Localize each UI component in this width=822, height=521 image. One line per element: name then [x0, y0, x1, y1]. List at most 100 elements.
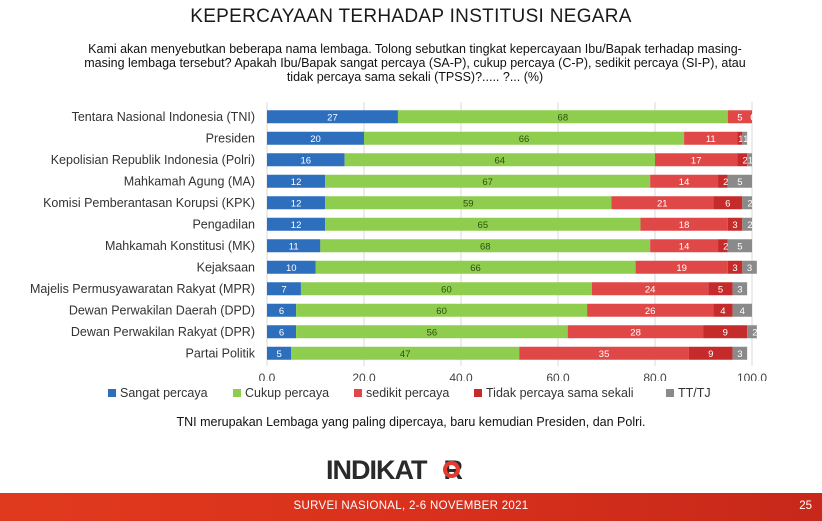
data-label: 2: [743, 155, 748, 166]
data-label: 1: [738, 134, 743, 145]
data-label: 20: [310, 134, 321, 145]
bar-segment: [727, 174, 752, 188]
logo-text: INDIKAT R: [326, 455, 463, 485]
bar-segment: [713, 196, 743, 210]
page-title: KEPERCAYAAN TERHADAP INSTITUSI NEGARA: [190, 6, 632, 27]
bar-segment: [267, 153, 345, 167]
footer-bar: SURVEI NASIONAL, 2-6 NOVEMBER 2021 25: [0, 493, 822, 521]
bar-segment: [737, 131, 743, 145]
x-tick-label: 20.0: [352, 371, 376, 381]
legend-item: Sangat percaya: [108, 386, 208, 400]
data-label: 19: [676, 263, 687, 274]
bar-segment: [742, 260, 757, 274]
category-label: Pengadilan: [192, 217, 255, 231]
bar-segment: [267, 325, 297, 339]
bar-segment: [727, 260, 743, 274]
data-label: 4: [720, 306, 725, 317]
category-label: Partai Politik: [186, 346, 256, 360]
bar-segment: [267, 196, 326, 210]
bar-segment: [655, 153, 738, 167]
data-label: 66: [470, 263, 481, 274]
data-label: 0: [750, 112, 755, 123]
category-label: Kepolisian Republik Indonesia (Polri): [51, 153, 255, 167]
data-label: 64: [495, 155, 506, 166]
bar-segment: [737, 153, 748, 167]
data-label: 9: [723, 327, 728, 338]
data-label: 28: [630, 327, 641, 338]
category-label: Majelis Permusyawaratan Rakyat (MPR): [30, 282, 255, 296]
bar-segment: [267, 174, 326, 188]
data-label: 60: [441, 284, 452, 295]
bar-segment: [732, 303, 752, 317]
data-label: 5: [718, 284, 723, 295]
bar-segment: [650, 174, 719, 188]
data-label: 11: [706, 134, 716, 145]
data-label: 5: [276, 349, 281, 360]
legend-item: Cukup percaya: [233, 386, 329, 400]
data-label: 2: [752, 327, 757, 338]
bar-segment: [300, 282, 592, 296]
bar-segment: [587, 303, 714, 317]
bar-segment: [267, 239, 321, 253]
bar-segment: [567, 325, 704, 339]
data-label: 60: [436, 306, 447, 317]
category-label: Kejaksaan: [197, 260, 255, 274]
bar-segment: [732, 282, 748, 296]
data-label: 6: [279, 306, 284, 317]
legend-label: Cukup percaya: [245, 386, 330, 400]
data-label: 68: [558, 112, 569, 123]
bar-segment: [267, 131, 364, 145]
survey-question: Kami akan menyebutkan beberapa nama lemb…: [84, 42, 746, 84]
legend-swatch: [108, 389, 116, 397]
bar-segment: [364, 131, 685, 145]
data-label: 65: [478, 220, 489, 231]
bar-segment: [325, 196, 612, 210]
bar-segment: [320, 239, 651, 253]
bar-segment: [344, 153, 655, 167]
data-label: 0: [750, 112, 755, 123]
data-label: 2: [747, 220, 752, 231]
bar-segment: [688, 346, 733, 360]
bar-segment: [519, 346, 689, 360]
data-label: 16: [301, 155, 312, 166]
data-label: 59: [463, 198, 474, 209]
bar-segment: [267, 282, 301, 296]
category-label: Tentara Nasional Indonesia (TNI): [72, 110, 255, 124]
bar-segment: [591, 282, 709, 296]
bar-segment: [640, 217, 728, 231]
bar-segment: [713, 303, 733, 317]
bar-segment: [727, 217, 743, 231]
page-number: 25: [799, 500, 812, 512]
legend-swatch: [666, 389, 674, 397]
data-label: 66: [519, 134, 530, 145]
bar-segment: [747, 325, 757, 339]
data-label: 26: [645, 306, 656, 317]
conclusion-text: TNI merupakan Lembaga yang paling diperc…: [176, 415, 646, 429]
legend-label: sedikit percaya: [366, 386, 450, 400]
data-label: 14: [679, 241, 690, 252]
data-label: 47: [400, 349, 411, 360]
data-label: 35: [599, 349, 610, 360]
bar-segment: [650, 239, 719, 253]
data-label: 6: [725, 198, 730, 209]
logo: INDIKAT R: [0, 455, 822, 487]
data-label: 21: [657, 198, 668, 209]
bar-segment: [727, 110, 752, 124]
bar-segment: [325, 217, 641, 231]
data-label: 27: [327, 112, 338, 123]
data-label: 5: [737, 112, 742, 123]
data-label: 5: [737, 177, 742, 188]
legend-swatch: [354, 389, 362, 397]
category-label: Mahkamah Agung (MA): [124, 174, 255, 188]
bar-segment: [315, 260, 636, 274]
data-label: 3: [732, 220, 737, 231]
bar-segment: [742, 217, 752, 231]
bar-segment: [291, 346, 520, 360]
bar-segment: [747, 153, 752, 167]
footer-survey-label: SURVEI NASIONAL, 2-6 NOVEMBER 2021: [293, 500, 529, 512]
legend-label: Tidak percaya sama sekali: [486, 386, 634, 400]
x-tick-label: 40.0: [449, 371, 473, 381]
data-label: 4: [740, 306, 745, 317]
bar-segment: [267, 346, 292, 360]
data-label: 5: [737, 241, 742, 252]
